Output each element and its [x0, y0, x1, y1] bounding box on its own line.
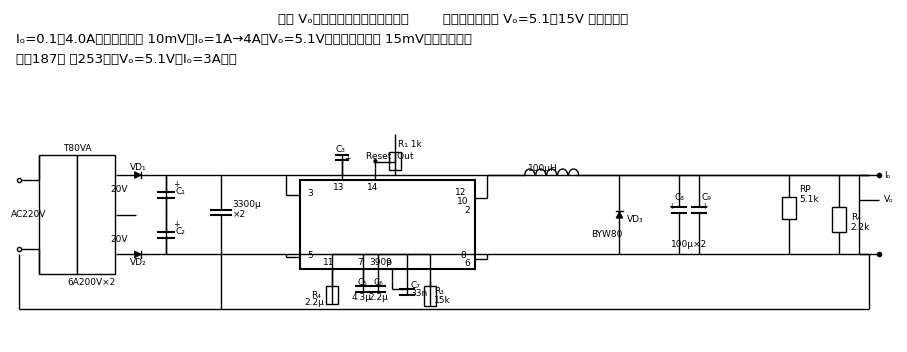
Text: 2.2k: 2.2k [851, 223, 870, 232]
Text: 14: 14 [366, 183, 378, 193]
Text: R₃: R₃ [434, 287, 444, 296]
Polygon shape [134, 171, 141, 178]
Text: VD₂: VD₂ [130, 258, 146, 267]
Text: 3300μ: 3300μ [233, 200, 261, 209]
Text: Iₒ=0.1～4.0A，负载调节为 10mV（Iₒ=1A→4A，Vₒ=5.1V），电源调节为 15mV（市电变化范: Iₒ=0.1～4.0A，负载调节为 10mV（Iₒ=1A→4A，Vₒ=5.1V）… [16, 33, 473, 46]
Text: 10: 10 [457, 197, 469, 206]
Text: BYW80: BYW80 [590, 230, 622, 239]
Text: 13: 13 [333, 183, 344, 193]
Text: C₁: C₁ [176, 187, 186, 196]
Text: 8: 8 [460, 251, 466, 260]
Text: 390p: 390p [370, 258, 393, 267]
Text: 33n: 33n [410, 289, 427, 297]
Bar [424, 286, 436, 306]
Text: C₇: C₇ [410, 281, 420, 290]
Text: 2.2μ: 2.2μ [368, 293, 388, 302]
Text: Iₒ: Iₒ [883, 170, 890, 180]
Text: 9: 9 [385, 258, 391, 267]
Text: 20V: 20V [111, 186, 128, 194]
Text: 20V: 20V [111, 235, 128, 244]
Text: 11: 11 [323, 258, 334, 267]
Text: 6A200V×2: 6A200V×2 [67, 278, 115, 287]
Bar [389, 152, 401, 170]
Text: 4.3μ: 4.3μ [351, 293, 371, 302]
Bar [782, 197, 796, 219]
Text: +: + [173, 181, 180, 189]
Text: C₈: C₈ [675, 193, 684, 202]
Polygon shape [134, 251, 141, 258]
Text: C₉: C₉ [701, 193, 711, 202]
Text: +: + [344, 153, 350, 163]
Bar [77, 155, 115, 274]
Text: C₆: C₆ [374, 278, 383, 287]
Text: 7: 7 [357, 258, 363, 267]
Text: R₁ 1k: R₁ 1k [398, 140, 422, 149]
Text: VD₁: VD₁ [130, 163, 146, 171]
Text: Reset  Out: Reset Out [366, 152, 414, 161]
Text: R₄: R₄ [851, 213, 861, 222]
Text: 输出 Vₒ可调节电源。原理电路如图        所示。该电源的 Vₒ=5.1～15V 连续可调，: 输出 Vₒ可调节电源。原理电路如图 所示。该电源的 Vₒ=5.1～15V 连续可… [278, 13, 629, 26]
Text: AC220V: AC220V [12, 210, 47, 219]
Text: VD₃: VD₃ [627, 215, 643, 224]
Text: 围：187㎧ ～253㎧，Vₒ=5.1V，Iₒ=3A）。: 围：187㎧ ～253㎧，Vₒ=5.1V，Iₒ=3A）。 [16, 53, 238, 66]
Text: T80VA: T80VA [63, 144, 92, 153]
Text: 100μ×2: 100μ×2 [671, 240, 707, 249]
Polygon shape [616, 211, 623, 218]
Text: ×2: ×2 [233, 210, 246, 219]
Text: +: + [668, 202, 675, 211]
Text: 12: 12 [455, 188, 467, 197]
Text: 5.1k: 5.1k [799, 195, 818, 204]
Text: Vₒ: Vₒ [883, 195, 893, 204]
Text: ●: ● [373, 159, 377, 164]
Text: C₅: C₅ [357, 278, 367, 287]
Text: R₄: R₄ [311, 290, 321, 300]
Text: 15k: 15k [434, 296, 451, 304]
Text: 5: 5 [307, 251, 313, 260]
Text: C₃: C₃ [336, 145, 346, 154]
Text: C₂: C₂ [176, 227, 186, 236]
Bar [327, 286, 338, 304]
Text: 2.2μ: 2.2μ [305, 298, 325, 308]
Text: +: + [173, 220, 180, 229]
Text: 3: 3 [307, 189, 313, 199]
Text: 100μH: 100μH [528, 164, 558, 172]
Bar [39, 155, 77, 274]
Text: 2: 2 [464, 206, 470, 215]
Text: +: + [701, 202, 707, 211]
Text: RP: RP [799, 186, 811, 194]
Bar [300, 180, 475, 269]
Text: 6: 6 [464, 259, 470, 268]
Bar [832, 207, 846, 232]
